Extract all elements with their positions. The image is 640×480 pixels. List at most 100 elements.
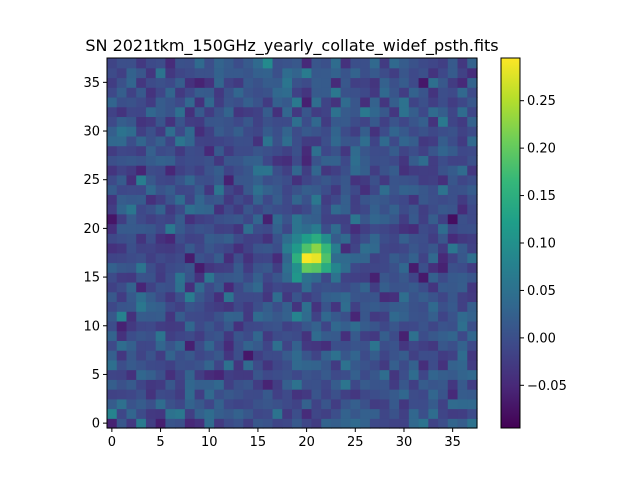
heatmap-cell <box>418 87 429 98</box>
heatmap-cell <box>107 398 118 410</box>
heatmap-cell <box>389 87 400 98</box>
heatmap-cell <box>369 311 381 322</box>
heatmap-cell <box>233 369 244 380</box>
heatmap-cell <box>408 87 420 98</box>
heatmap-cell <box>184 204 196 215</box>
heatmap-cell <box>214 389 225 400</box>
heatmap-cell <box>223 184 235 195</box>
heatmap-cell <box>184 67 196 79</box>
heatmap-cell <box>301 301 313 312</box>
heatmap-cell <box>243 408 254 419</box>
heatmap-cell <box>330 184 342 195</box>
heatmap-cell <box>155 106 167 118</box>
heatmap-cell <box>418 106 429 118</box>
heatmap-cell <box>243 281 254 293</box>
heatmap-cell <box>243 243 254 254</box>
heatmap-cell <box>262 106 274 118</box>
heatmap-cell <box>116 184 128 195</box>
heatmap-cell <box>438 301 449 312</box>
heatmap-cell <box>223 96 235 108</box>
heatmap-cell <box>379 418 390 429</box>
heatmap-cell <box>292 398 303 410</box>
heatmap-cell <box>467 418 478 429</box>
heatmap-cell <box>184 213 196 225</box>
heatmap-cell <box>428 145 439 156</box>
heatmap-cell <box>340 58 352 69</box>
heatmap-cell <box>321 116 332 127</box>
heatmap-cell <box>467 106 478 118</box>
heatmap-cell <box>165 165 176 176</box>
heatmap-cell <box>253 106 264 118</box>
heatmap-cell <box>418 418 429 429</box>
heatmap-cell <box>379 194 390 205</box>
heatmap-cell <box>194 291 205 303</box>
heatmap-cell <box>457 281 468 293</box>
heatmap-cell <box>418 116 429 127</box>
heatmap-cell <box>194 379 205 390</box>
y-tick-label: 30 <box>83 125 100 140</box>
heatmap-cell <box>379 359 390 371</box>
heatmap-cell <box>301 87 313 98</box>
heatmap-cell <box>369 165 381 176</box>
heatmap-cell <box>243 96 254 108</box>
heatmap-cell <box>116 165 128 176</box>
heatmap-cell <box>262 418 274 429</box>
heatmap-cell <box>379 301 390 312</box>
heatmap-cell <box>292 320 303 332</box>
heatmap-cell <box>379 281 390 293</box>
heatmap-cell <box>369 252 381 264</box>
heatmap-cell <box>243 262 254 273</box>
heatmap-cell <box>418 194 429 205</box>
heatmap-cell <box>184 243 196 254</box>
heatmap-cell <box>272 418 283 429</box>
heatmap-cell <box>389 262 400 273</box>
heatmap-cell <box>175 233 186 244</box>
heatmap-cell <box>301 272 313 283</box>
heatmap-cell <box>107 165 118 176</box>
heatmap-cell <box>321 174 332 186</box>
heatmap-cell <box>107 301 118 312</box>
heatmap-cell <box>467 281 478 293</box>
heatmap-cell <box>145 145 157 156</box>
heatmap-cell <box>214 58 225 69</box>
heatmap-cell <box>223 389 235 400</box>
heatmap-cell <box>282 58 293 69</box>
heatmap-cell <box>311 116 322 127</box>
heatmap-cell <box>438 87 449 98</box>
heatmap-cell <box>184 350 196 361</box>
heatmap-cell <box>467 213 478 225</box>
heatmap-cell <box>116 204 128 215</box>
heatmap-cell <box>214 252 225 264</box>
heatmap-cell <box>253 204 264 215</box>
heatmap-cell <box>379 106 390 118</box>
heatmap-cell <box>408 359 420 371</box>
heatmap-cell <box>379 145 390 156</box>
heatmap-cell <box>126 311 137 322</box>
heatmap-cell <box>321 350 332 361</box>
heatmap-cell <box>447 204 459 215</box>
heatmap-cell <box>428 272 439 283</box>
heatmap-cell <box>253 408 264 419</box>
heatmap-cell <box>194 398 205 410</box>
heatmap-cell <box>116 369 128 380</box>
heatmap-cell <box>165 194 176 205</box>
heatmap-cell <box>243 223 254 234</box>
heatmap-cell <box>340 379 352 390</box>
heatmap-cell <box>350 291 361 303</box>
heatmap-cell <box>399 243 410 254</box>
heatmap-cell <box>360 408 371 419</box>
heatmap-cell <box>214 243 225 254</box>
heatmap-cell <box>447 135 459 147</box>
heatmap-cell <box>272 233 283 244</box>
heatmap-cell <box>194 389 205 400</box>
heatmap-cell <box>408 194 420 205</box>
heatmap-cell <box>330 369 342 380</box>
heatmap-cell <box>340 194 352 205</box>
heatmap-cell <box>418 135 429 147</box>
heatmap-cell <box>321 184 332 195</box>
heatmap-cell <box>301 145 313 156</box>
colorbar-tick-label: 0.25 <box>527 94 556 109</box>
heatmap-cell <box>292 155 303 166</box>
heatmap-cell <box>330 223 342 234</box>
heatmap-cell <box>301 174 313 186</box>
